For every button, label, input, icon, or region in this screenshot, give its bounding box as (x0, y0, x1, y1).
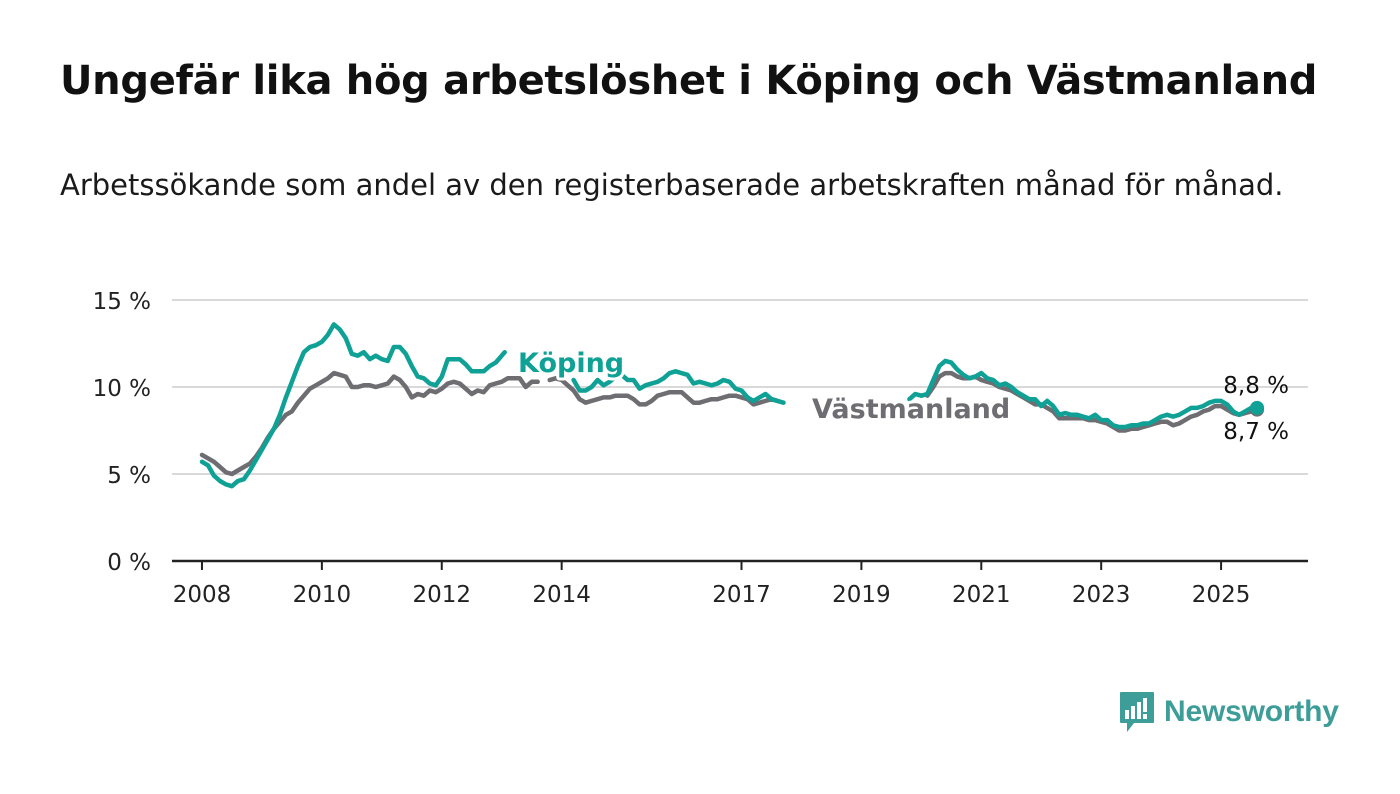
x-tick-label: 2019 (832, 582, 891, 608)
x-tick-label: 2012 (412, 582, 471, 608)
newsworthy-logo: Newsworthy (1118, 690, 1339, 734)
end-value-label-koping: 8,8 % (1223, 373, 1289, 399)
x-tick-label: 2023 (1072, 582, 1131, 608)
y-tick-label: 10 % (93, 376, 151, 402)
x-tick-label: 2025 (1192, 582, 1251, 608)
x-tick-label: 2010 (293, 582, 352, 608)
gridlines (172, 299, 1308, 475)
end-point-koping (1250, 400, 1265, 415)
y-tick-label: 5 % (107, 463, 151, 489)
series-label-vastmanland: Västmanland (812, 394, 1010, 425)
chart-title: Ungefär lika hög arbetslöshet i Köping o… (60, 58, 1318, 104)
y-tick-label: 0 % (107, 550, 151, 576)
series-line-vastmanland (199, 370, 1260, 477)
series-label-koping: Köping (518, 348, 624, 379)
x-tick-label: 2021 (952, 582, 1011, 608)
y-axis-tick-labels: 0 % 5 % 10 % 15 % (93, 289, 151, 576)
series-lines (199, 322, 1265, 489)
series-labels: Köping Västmanland 8,8 % 8,7 % (515, 345, 1289, 445)
x-tick-label: 2017 (712, 582, 771, 608)
x-axis-tick-labels: 2008 2010 2012 2014 2017 2019 2021 2023 2025 (173, 582, 1251, 608)
y-tick-label: 15 % (93, 289, 151, 315)
chart-subtitle: Arbetssökande som andel av den registerb… (60, 168, 1284, 202)
x-tick-label: 2014 (532, 582, 591, 608)
x-tick-label: 2008 (173, 582, 232, 608)
newsworthy-wordmark: Newsworthy (1164, 695, 1339, 728)
newsworthy-logo-icon (1120, 692, 1154, 732)
series-line-koping (199, 322, 1260, 489)
end-value-label-vastmanland: 8,7 % (1223, 419, 1289, 445)
x-axis (172, 559, 1308, 570)
